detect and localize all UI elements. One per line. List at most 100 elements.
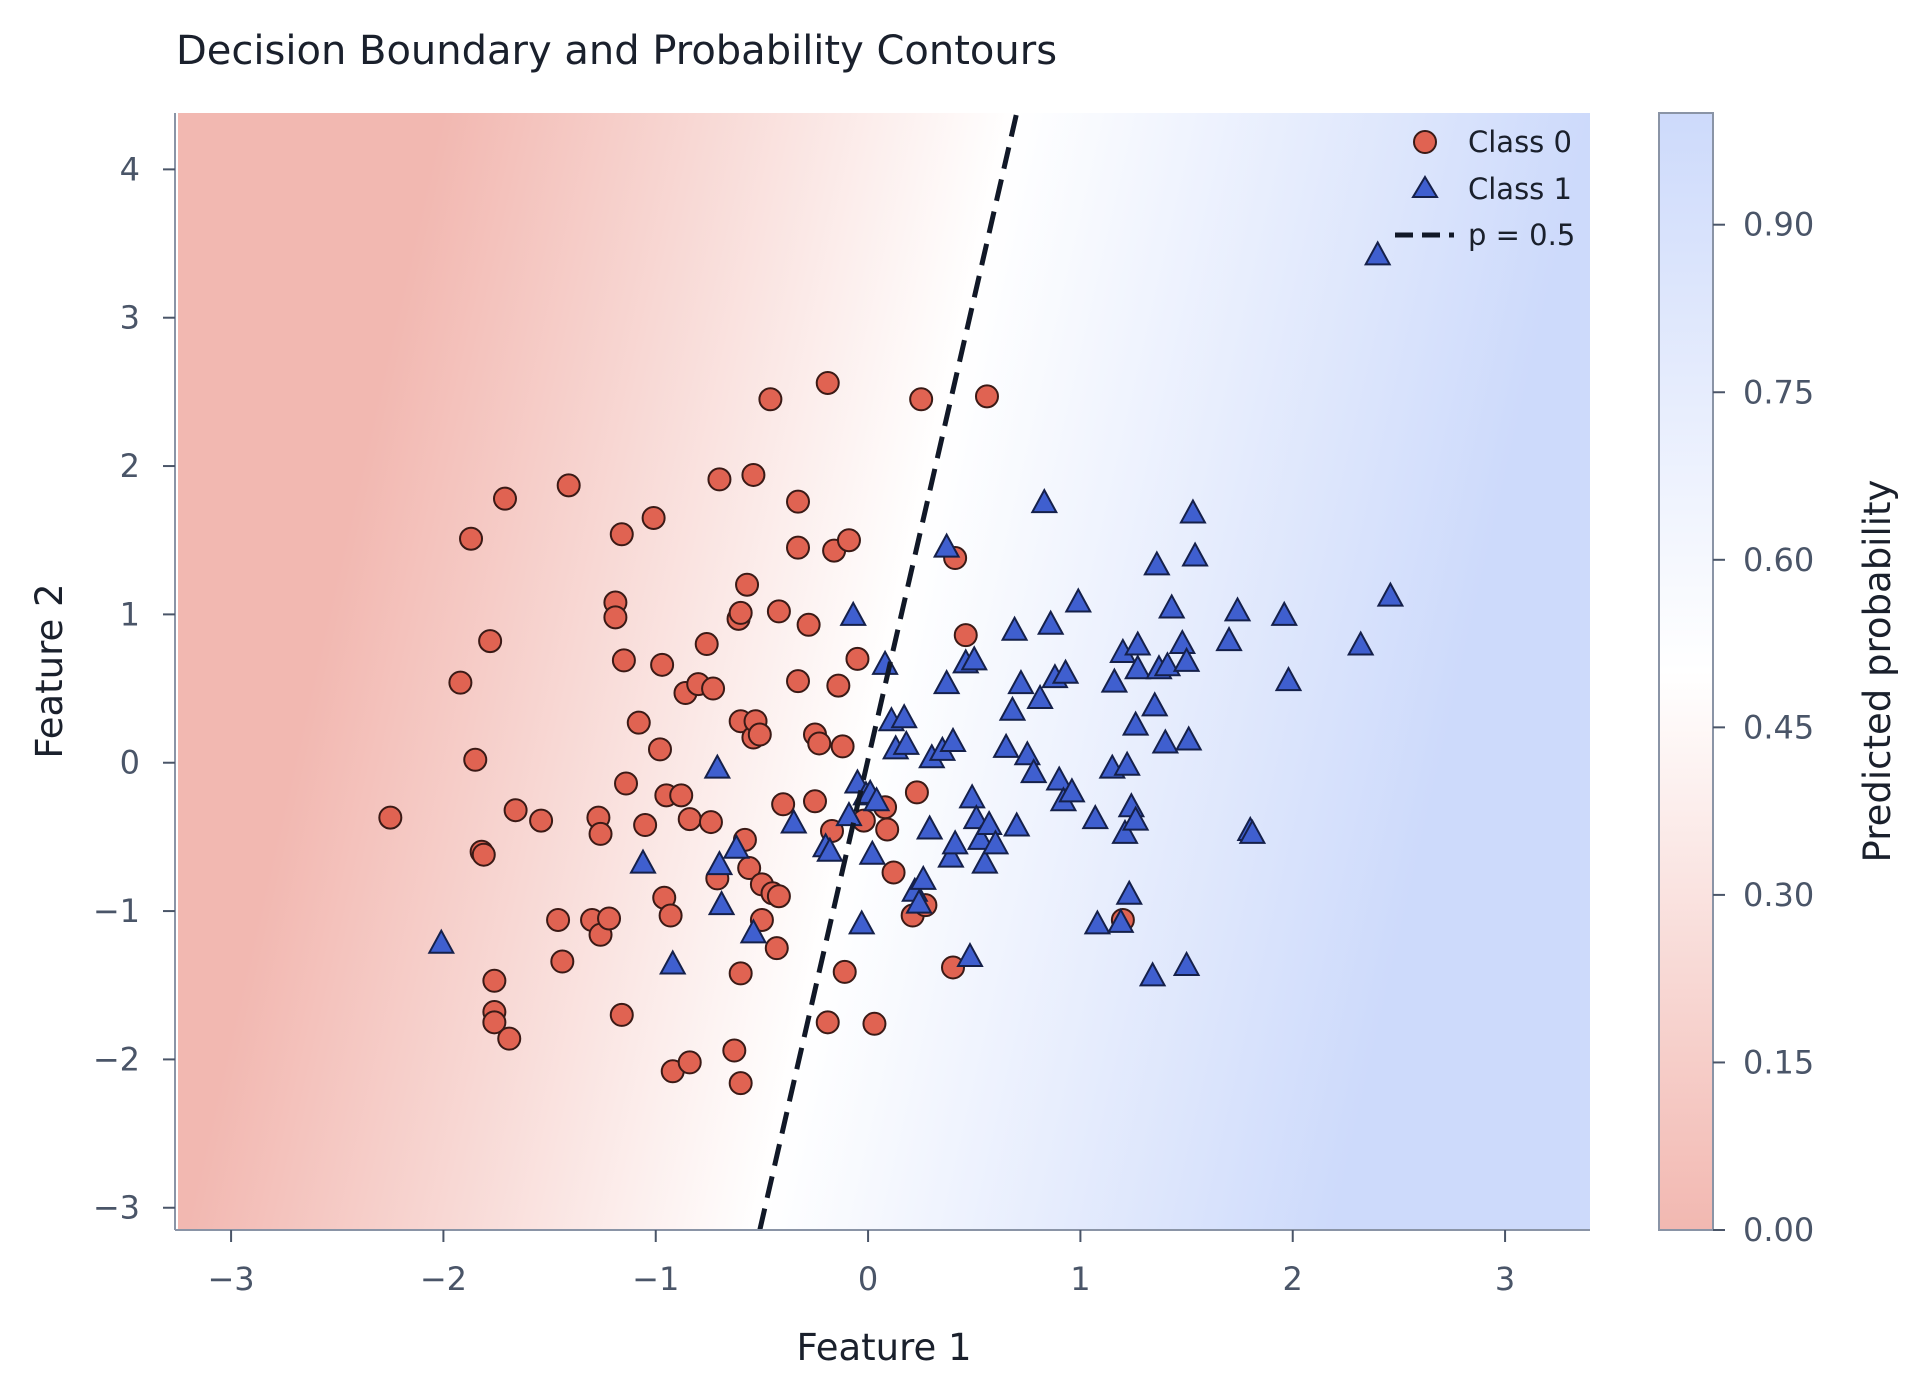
colorbar-title: Predicted probability — [1856, 480, 1899, 863]
class-1-point — [1238, 818, 1267, 844]
colorbar-tick-label: 0.15 — [1743, 1043, 1814, 1081]
class-0-point — [904, 780, 929, 805]
class-0-point — [786, 535, 811, 560]
class-0-point — [550, 949, 575, 974]
class-1-point — [1151, 728, 1180, 754]
class-0-point — [546, 907, 571, 932]
y-tick-label: 3 — [120, 299, 140, 337]
class-1-point — [1158, 593, 1186, 619]
class-0-point — [862, 1011, 887, 1036]
x-tick-label: 1 — [1070, 1260, 1090, 1298]
class-1-point — [937, 842, 965, 868]
colorbar-tick-label: 0.00 — [1743, 1211, 1814, 1249]
class-1-point — [1138, 961, 1167, 987]
class-0-point — [707, 467, 732, 492]
class-1-point — [1172, 646, 1201, 672]
class-0-point — [786, 489, 811, 514]
legend-label-boundary: p = 0.5 — [1468, 218, 1575, 252]
class-1-point — [862, 786, 891, 812]
x-tick-label: 2 — [1283, 1260, 1303, 1298]
class-0-point — [497, 1026, 522, 1051]
class-0-point — [588, 821, 613, 846]
class-1-point — [890, 703, 918, 729]
class-1-point — [1270, 600, 1298, 626]
class-0-point — [614, 771, 639, 796]
class-1-point — [981, 829, 1010, 855]
colorbar-ticks: 0.00 0.15 0.30 0.45 0.60 0.75 0.90 — [1713, 206, 1814, 1249]
class-1-point — [1051, 658, 1080, 684]
y-tick-label: 1 — [120, 595, 140, 633]
legend: Class 0 Class 1 p = 0.5 — [1395, 125, 1575, 252]
class-1-point — [659, 949, 687, 975]
class-1-point — [1179, 498, 1207, 524]
class-1-point — [1100, 667, 1129, 693]
class-1-point — [629, 848, 657, 874]
class-0-point — [807, 731, 832, 756]
class-1-point — [1175, 725, 1203, 751]
class-0-point — [463, 747, 488, 772]
chart-title: Decision Boundary and Probability Contou… — [176, 28, 1057, 74]
class-1-point — [1124, 654, 1152, 680]
class-1-point — [1153, 651, 1182, 677]
legend-marker-class-0 — [1413, 130, 1437, 154]
class-1-point — [915, 814, 944, 840]
y-tick-label: −1 — [93, 892, 140, 930]
class-1-point — [1026, 683, 1054, 709]
class-0-point — [647, 737, 672, 762]
class-0-point — [478, 629, 503, 654]
class-1-point — [816, 836, 844, 862]
class-0-point — [669, 783, 694, 808]
colorbar-tick-label: 0.75 — [1743, 373, 1814, 411]
class-1-point — [1058, 777, 1086, 803]
class-1-point — [971, 848, 999, 874]
class-1-point — [1121, 805, 1150, 831]
class-1-point — [703, 753, 732, 779]
colorbar-tick-label: 0.45 — [1743, 708, 1814, 746]
y-tick-label: −3 — [93, 1189, 140, 1227]
class-0-point — [650, 652, 675, 677]
class-0-point — [909, 387, 934, 412]
class-0-point — [764, 936, 789, 961]
class-0-point — [677, 1050, 702, 1075]
class-1-point — [848, 909, 876, 935]
class-1-point — [1000, 615, 1029, 641]
class-1-point — [780, 808, 808, 834]
class-0-point — [694, 632, 719, 657]
class-0-point — [698, 810, 723, 835]
y-axis-title: Feature 2 — [28, 583, 71, 758]
class-0-point — [815, 370, 840, 395]
legend-label-class-0: Class 0 — [1468, 125, 1572, 159]
class-0-point — [722, 1038, 747, 1063]
class-0-point — [826, 673, 851, 698]
y-tick-label: −2 — [93, 1040, 140, 1078]
class-1-point — [1121, 710, 1150, 736]
class-1-point — [932, 532, 961, 558]
class-1-point — [905, 888, 933, 914]
class-1-point — [992, 732, 1020, 758]
class-1-point — [941, 829, 969, 855]
class-0-point — [728, 961, 753, 986]
class-1-point — [975, 809, 1003, 836]
class-1-point — [939, 726, 967, 752]
class-0-point — [735, 572, 760, 597]
legend-label-class-1: Class 1 — [1468, 172, 1572, 206]
class-1-point — [1003, 811, 1031, 837]
class-0-point — [482, 968, 507, 993]
class-1-point — [892, 729, 920, 755]
class-0-point — [974, 384, 999, 409]
class-1-point — [958, 783, 986, 809]
class-0-point — [728, 1071, 753, 1096]
class-1-point — [1172, 950, 1201, 976]
class-0-point — [832, 959, 857, 984]
class-1-point — [1007, 669, 1035, 695]
x-ticks: −3 −2 −1 0 1 2 3 — [207, 1230, 1515, 1298]
class-0-point — [503, 798, 528, 823]
class-1-point — [858, 839, 887, 865]
class-0-point — [626, 710, 651, 735]
class-0-point — [597, 906, 622, 931]
class-1-point — [835, 801, 863, 827]
class-0-point — [448, 670, 473, 695]
class-1-point — [1113, 750, 1141, 776]
class-0-point — [492, 486, 517, 511]
